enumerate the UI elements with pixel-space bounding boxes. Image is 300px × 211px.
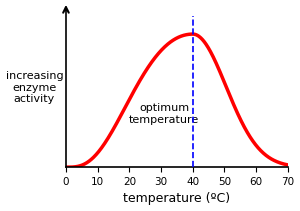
Y-axis label: increasing
enzyme
activity: increasing enzyme activity bbox=[6, 71, 63, 104]
Text: optimum
temperature: optimum temperature bbox=[129, 103, 200, 125]
X-axis label: temperature (ºC): temperature (ºC) bbox=[123, 192, 230, 206]
